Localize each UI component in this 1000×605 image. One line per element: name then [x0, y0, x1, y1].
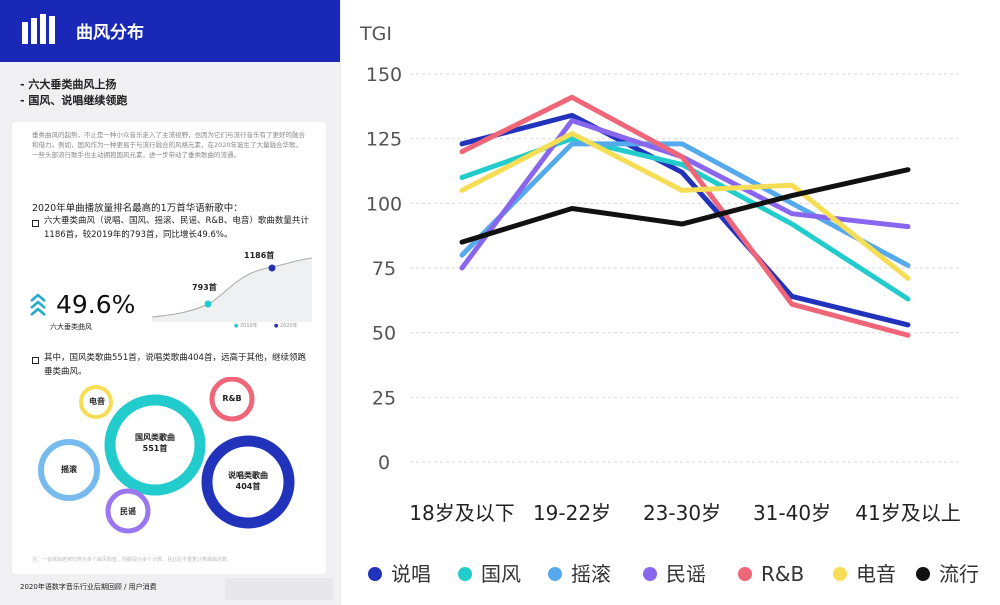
bubble-label-guofeng: 国风类歌曲 551首 — [135, 433, 175, 453]
legend-label-3: 民谣 — [666, 562, 706, 586]
legend-label-1: 国风 — [481, 562, 521, 586]
y-tick-label: 25 — [372, 387, 396, 409]
y-tick-label: 125 — [366, 129, 402, 151]
card-title: 曲风分布 — [76, 23, 144, 43]
x-tick-label: 31-40岁 — [753, 501, 831, 525]
bubble-shuochang — [201, 435, 295, 529]
x-tick-label: 41岁及以上 — [855, 501, 960, 525]
legend-marker-0 — [368, 567, 382, 581]
legend-marker-3 — [643, 567, 657, 581]
growth-mini-chart — [152, 257, 312, 322]
bubble-label-shuochang: 说唱类歌曲 404首 — [228, 471, 268, 491]
bubble-label-rnb: R&B — [222, 394, 242, 403]
bubble-chart — [38, 377, 295, 534]
mini-point-2019 — [204, 300, 212, 308]
y-tick-label: 150 — [366, 64, 402, 86]
y-tick-label: 50 — [372, 323, 396, 345]
bubble-label-dianyin: 电音 — [89, 397, 105, 406]
point-2-text: 其中，国风类歌曲551首，说唱类歌曲404首，远高于其他，继续领跑垂类曲风。 — [44, 353, 306, 377]
legend-label-4: R&B — [761, 562, 804, 586]
bubble-label-minyao: 民谣 — [120, 507, 136, 516]
card-footer: 2020年语数字音乐行业后期回顾 / 用户消费 — [20, 583, 157, 591]
bubble-guofeng — [104, 394, 206, 496]
series-line-6 — [459, 167, 911, 245]
bullet-2: - 国风、说唱继续领跑 — [20, 94, 128, 107]
intro-text: 垂类曲风的起势，不止是一种小众音乐走入了主流视野，也因为它们与流行音乐有了更好的… — [32, 131, 305, 160]
legend-marker-5 — [833, 567, 847, 581]
bubble-minyao — [105, 488, 151, 534]
bubble-label-yaogun: 摇滚 — [61, 465, 77, 474]
y-axis-label: TGI — [359, 23, 392, 45]
mini-label-2019: 793首 — [192, 283, 217, 292]
mini-legend-2020: ● 2020年 — [274, 323, 298, 329]
growth-label: 六大垂类曲风 — [50, 323, 92, 331]
x-tick-label: 19-22岁 — [533, 501, 611, 525]
series-line-4 — [459, 94, 911, 338]
legend-label-2: 摇滚 — [571, 562, 611, 586]
mini-legend-2019: ● 2019年 — [234, 323, 258, 329]
mini-point-2020 — [268, 264, 276, 272]
bars-logo-icon — [22, 14, 55, 44]
infographic-card: 曲风分布 - 六大垂类曲风上扬 - 国风、说唱继续领跑 垂类曲风的起势，不止是一… — [0, 0, 340, 605]
tgi-line-chart: TGI 0 25 50 75 100 125 150 18岁及以下 19-22岁 23-30岁 3… — [359, 23, 979, 586]
card-body: 垂类曲风的起势，不止是一种小众音乐走入了主流视野，也因为它们与流行音乐有了更好的… — [12, 122, 326, 574]
y-tick-label: 0 — [378, 452, 390, 474]
y-tick-label: 100 — [366, 193, 402, 215]
legend-marker-6 — [916, 567, 930, 581]
blurred-block — [225, 578, 333, 600]
series-line-0 — [459, 112, 911, 328]
growth-percent: 49.6% — [56, 290, 136, 319]
legend-label-6: 流行 — [939, 562, 979, 586]
mini-label-2020: 1186首 — [244, 251, 275, 260]
legend-label-5: 电音 — [856, 562, 896, 586]
point-1-text: 六大垂类曲风（说唱、国风、摇滚、民谣、R&B、电音）歌曲数量共计1186首，较2… — [44, 216, 309, 240]
x-tick-label: 18岁及以下 — [409, 501, 514, 525]
footnote: 注：一首歌曲若被归类为多个曲风标签，则都视为多个计数，且此处不重复计算歌曲总数。 — [32, 557, 233, 563]
chevron-up-icon — [30, 293, 46, 316]
point-marker-2 — [32, 357, 39, 364]
bullet-1: - 六大垂类曲风上扬 — [20, 78, 117, 91]
legend-marker-2 — [548, 567, 562, 581]
bubble-rnb — [209, 377, 255, 422]
subhead: 2020年单曲播放量排名最高的1万首华语新歌中： — [32, 203, 243, 214]
y-tick-label: 75 — [372, 258, 396, 280]
legend-marker-1 — [458, 567, 472, 581]
series-line-2 — [459, 141, 911, 268]
bubble-dianyin — [79, 385, 113, 419]
panel-divider — [340, 0, 341, 605]
legend-marker-4 — [738, 567, 752, 581]
bubble-yaogun — [38, 439, 100, 501]
card-header: 曲风分布 — [0, 0, 340, 62]
series-line-5 — [459, 130, 911, 281]
point-marker-1 — [32, 220, 39, 227]
x-tick-label: 23-30岁 — [643, 501, 721, 525]
legend-label-0: 说唱 — [391, 562, 431, 586]
